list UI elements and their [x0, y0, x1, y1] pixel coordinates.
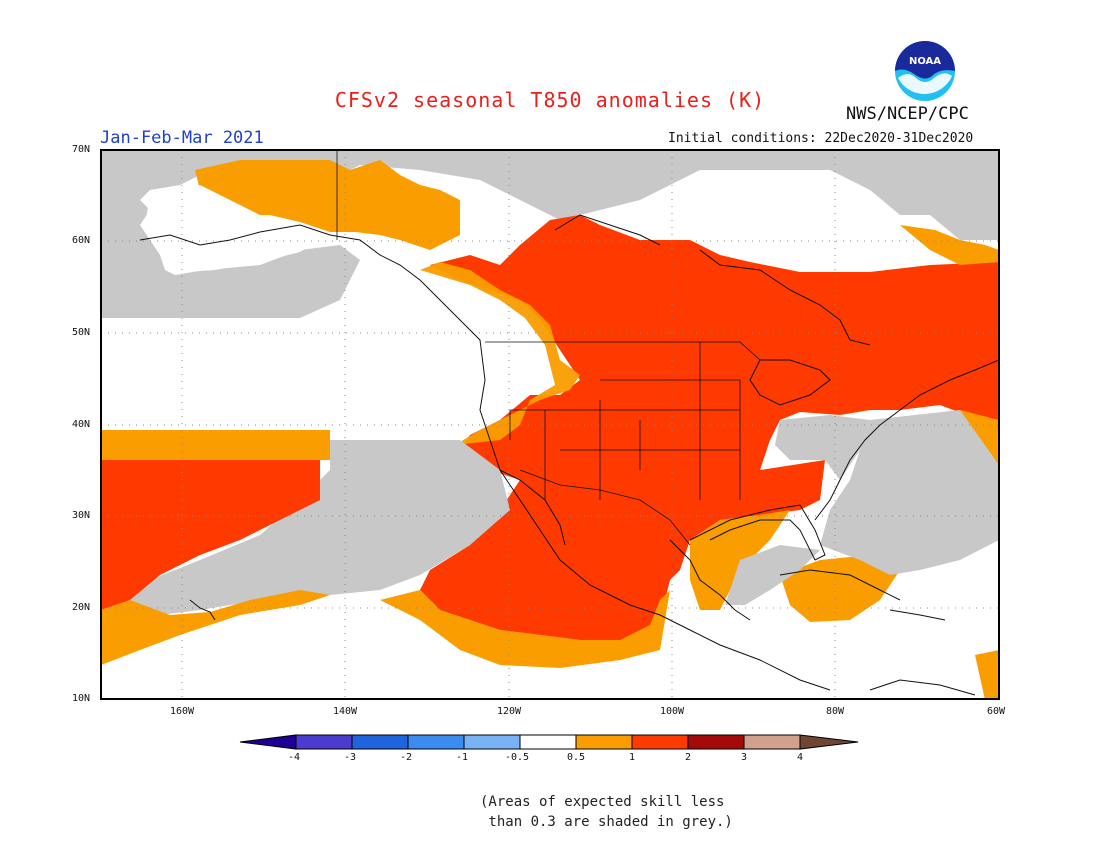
colorbar-bin-4 — [463, 734, 521, 750]
orange-region-pacific-bottom — [101, 590, 330, 665]
lon-label-100w: 100W — [660, 706, 685, 717]
colorbar-bin-5 — [519, 734, 577, 750]
orange-region-southeast-corner — [975, 650, 999, 699]
grey-region-north — [101, 150, 999, 318]
lat-label-10n: 10N — [72, 693, 91, 704]
grey-region-pacific — [130, 440, 510, 615]
grey-region-atlantic — [820, 410, 999, 575]
orange-region-alaska — [195, 160, 460, 250]
lat-label-20n: 20N — [72, 602, 91, 613]
grey-region-southeast — [775, 415, 870, 480]
agency-label: NWS/NCEP/CPC — [846, 104, 969, 124]
red-region-pacific — [101, 460, 320, 610]
svg-text:NOAA: NOAA — [909, 56, 941, 67]
orange-region-caribbean — [780, 555, 900, 622]
lat-label-60n: 60N — [72, 235, 91, 246]
lon-label-120w: 120W — [497, 706, 522, 717]
lon-label-80w: 80W — [826, 706, 845, 717]
lat-label-50n: 50N — [72, 327, 91, 338]
map-frame — [100, 149, 1000, 700]
colorbar-label: 2 — [685, 752, 692, 763]
colorbar-label: -4 — [288, 752, 301, 763]
colorbar — [239, 734, 859, 750]
colorbar-label: -3 — [344, 752, 357, 763]
graticule — [101, 150, 999, 699]
white-region-alaska — [145, 185, 320, 272]
colorbar-bin-3 — [407, 734, 465, 750]
colorbar-label: -2 — [400, 752, 413, 763]
lon-label-140w: 140W — [333, 706, 358, 717]
orange-region-pacific-top — [101, 430, 330, 460]
colorbar-label: -1 — [456, 752, 469, 763]
red-region-north-america — [420, 215, 999, 640]
colorbar-arrow-right — [799, 734, 859, 750]
colorbar-bin-9 — [743, 734, 801, 750]
forecast-period: Jan-Feb-Mar 2021 — [100, 128, 264, 148]
skill-note: (Areas of expected skill less than 0.3 a… — [480, 794, 733, 830]
colorbar-label: 3 — [741, 752, 748, 763]
chart-title: CFSv2 seasonal T850 anomalies (K) — [334, 88, 766, 112]
colorbar-bin-1 — [295, 734, 353, 750]
lat-label-40n: 40N — [72, 419, 91, 430]
coastlines — [139, 214, 999, 696]
grey-region-gulf — [725, 545, 820, 605]
noaa-logo: NOAA — [895, 41, 955, 101]
lon-label-160w: 160W — [170, 706, 195, 717]
orange-region-west-rim — [420, 262, 580, 445]
colorbar-label: 4 — [797, 752, 804, 763]
lon-label-60w: 60W — [987, 706, 1006, 717]
orange-region-east-rim — [900, 225, 999, 265]
political-borders — [336, 150, 761, 546]
lat-label-70n: 70N — [72, 144, 91, 155]
colorbar-bin-7 — [631, 734, 689, 750]
colorbar-arrow-left — [239, 734, 297, 750]
colorbar-label: -0.5 — [505, 752, 530, 763]
lat-label-30n: 30N — [72, 510, 91, 521]
colorbar-bin-6 — [575, 734, 633, 750]
colorbar-label: 0.5 — [567, 752, 586, 763]
colorbar-bin-2 — [351, 734, 409, 750]
initial-conditions: Initial conditions: 22Dec2020-31Dec2020 — [668, 131, 974, 146]
colorbar-bin-8 — [687, 734, 745, 750]
colorbar-label: 1 — [629, 752, 636, 763]
orange-region-south-mexico — [380, 590, 670, 668]
